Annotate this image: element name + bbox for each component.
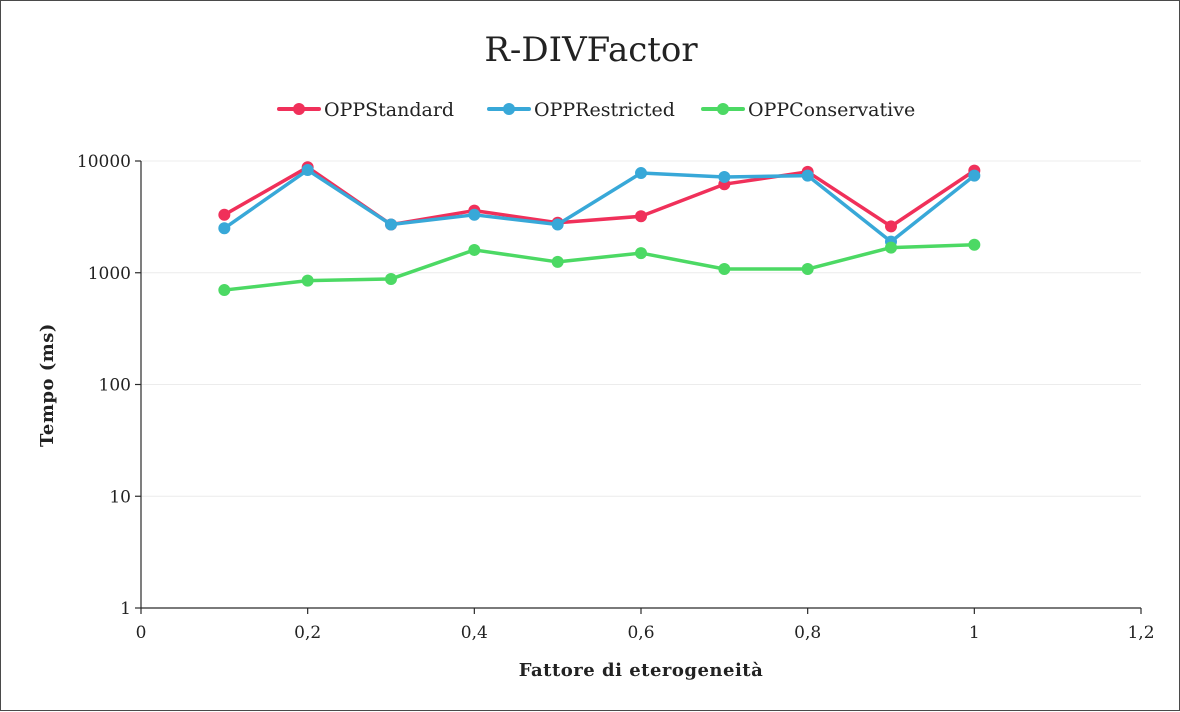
x-tick-label: 0,4: [461, 623, 488, 643]
x-tick-label: 1,2: [1127, 623, 1154, 643]
legend-label-oppconservative: OPPConservative: [748, 99, 915, 121]
x-tick-label: 0: [136, 623, 147, 643]
data-point-opprestricted: [218, 222, 231, 235]
y-tick-label: 10: [109, 487, 131, 507]
data-point-oppconservative: [218, 284, 231, 297]
series-line-opprestricted: [222, 168, 977, 244]
data-point-oppconservative: [635, 247, 647, 260]
data-point-oppstandard: [885, 220, 897, 233]
x-axis-ticks: 0 0,2 0,4 0,6 0,8 1 1,2: [136, 608, 1155, 643]
legend-swatch-dot-oppstandard: [293, 103, 305, 115]
y-axis-ticks: 1 10 100 1000 10000: [77, 152, 141, 619]
data-point-oppconservative: [718, 263, 731, 276]
legend-label-oppstandard: OPPStandard: [324, 99, 454, 121]
x-tick-label: 0,8: [794, 623, 821, 643]
data-point-oppstandard: [635, 210, 647, 223]
legend-swatch-dot-opprestricted: [503, 103, 515, 115]
data-point-oppconservative: [885, 241, 897, 254]
legend-swatch-dot-oppconservative: [717, 103, 729, 115]
data-point-oppconservative: [801, 263, 814, 276]
data-point-oppstandard: [218, 208, 231, 221]
chart-title: R-DIVFactor: [484, 30, 698, 70]
x-tick-label: 0,6: [627, 623, 654, 643]
data-point-oppconservative: [468, 243, 481, 256]
data-point-oppconservative: [385, 272, 397, 285]
y-tick-label: 100: [99, 376, 131, 396]
legend: OPPStandard OPPRestricted OPPConservative: [277, 99, 915, 121]
data-point-opprestricted: [801, 169, 814, 182]
x-axis-label: Fattore di eterogeneità: [519, 660, 764, 681]
x-tick-label: 0,2: [294, 623, 321, 643]
y-axis-label: Tempo (ms): [37, 323, 58, 447]
y-tick-label: 10000: [77, 152, 131, 172]
y-tick-label: 1: [120, 599, 131, 619]
data-point-opprestricted: [718, 170, 731, 183]
data-point-oppconservative: [968, 238, 981, 251]
data-point-opprestricted: [385, 218, 397, 231]
legend-label-opprestricted: OPPRestricted: [534, 99, 675, 121]
x-tick-label: 1: [969, 623, 980, 643]
data-point-opprestricted: [551, 218, 564, 231]
data-point-opprestricted: [968, 169, 981, 182]
series-line-oppconservative: [222, 243, 977, 292]
data-point-oppconservative: [551, 255, 564, 268]
series-group: [218, 161, 981, 297]
gridlines: [141, 160, 1141, 497]
data-point-opprestricted: [635, 167, 647, 180]
data-point-opprestricted: [301, 164, 314, 177]
y-tick-label: 1000: [88, 264, 131, 284]
data-point-oppconservative: [301, 274, 314, 287]
data-point-opprestricted: [468, 208, 481, 221]
